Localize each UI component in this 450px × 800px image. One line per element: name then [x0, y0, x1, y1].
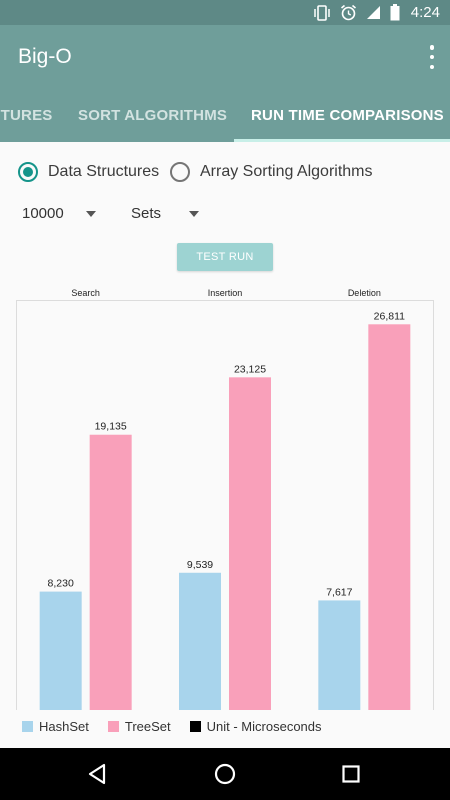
legend-label: HashSet: [39, 719, 89, 734]
test-run-button[interactable]: TEST RUN: [177, 243, 273, 271]
navigation-bar: [0, 748, 450, 800]
legend-item-unit: Unit - Microseconds: [189, 719, 322, 734]
radio-unchecked-icon[interactable]: [170, 162, 190, 182]
chart-frame: [16, 300, 434, 710]
bar-value-label: 19,135: [95, 421, 127, 433]
legend-label: TreeSet: [124, 719, 171, 734]
tab-structures[interactable]: STRUCTURES: [0, 107, 53, 124]
back-icon[interactable]: [84, 760, 112, 788]
tab-run-time-comparisons[interactable]: RUN TIME COMPARISONS: [251, 107, 444, 124]
alarm-icon: [340, 4, 356, 21]
legend-item-treeset: TreeSet: [107, 719, 171, 734]
battery-icon: [390, 4, 400, 21]
bar-hashset-search: [39, 591, 82, 710]
overflow-menu-icon[interactable]: [428, 45, 436, 69]
runtime-chart: Search 8,230 19,135 Insertion 9,539 23,125 Del…: [0, 287, 450, 717]
status-bar: 4:24: [0, 0, 450, 25]
legend-item-hashset: HashSet: [22, 719, 89, 734]
type-dropdown[interactable]: Sets: [131, 205, 199, 222]
chart-legend: HashSet TreeSet Unit - Microseconds: [22, 719, 341, 734]
size-dropdown-value: 10000: [22, 205, 64, 222]
bar-value-label: 8,230: [48, 578, 74, 590]
bar-hashset-deletion: [318, 600, 361, 710]
bar-value-label: 9,539: [187, 559, 213, 571]
tab-indicator: [234, 139, 450, 142]
bar-treeset-deletion: [368, 324, 411, 710]
status-icons: 4:24: [313, 0, 440, 25]
legend-swatch: [107, 721, 119, 732]
radio-label: Data Structures: [48, 163, 160, 180]
category-label: Insertion: [208, 288, 243, 298]
vibrate-icon: [314, 4, 330, 21]
bar-value-label: 7,617: [326, 586, 352, 598]
radio-checked-icon[interactable]: [18, 162, 38, 182]
tab-bar: STRUCTURES SORT ALGORITHMS RUN TIME COMP…: [0, 90, 450, 142]
chevron-down-icon: [86, 210, 96, 217]
radio-array-sorting[interactable]: Array Sorting Algorithms: [170, 162, 373, 182]
category-label: Deletion: [348, 288, 381, 298]
category-label: Search: [71, 288, 100, 298]
status-time: 4:24: [410, 4, 440, 21]
legend-swatch: [22, 721, 33, 732]
main-content: Data Structures Array Sorting Algorithms…: [0, 142, 450, 748]
chevron-down-icon: [189, 210, 199, 217]
app-bar: Big-O: [0, 25, 450, 90]
radio-label: Array Sorting Algorithms: [200, 163, 373, 180]
recents-icon[interactable]: [337, 760, 365, 788]
size-dropdown[interactable]: 10000: [22, 205, 96, 222]
tab-sort-algorithms[interactable]: SORT ALGORITHMS: [78, 107, 228, 124]
type-dropdown-value: Sets: [131, 205, 162, 222]
home-icon[interactable]: [211, 760, 239, 788]
bar-treeset-insertion: [229, 377, 271, 710]
radio-data-structures[interactable]: Data Structures: [18, 162, 159, 182]
bar-value-label: 23,125: [234, 363, 266, 375]
signal-icon: [366, 6, 380, 19]
app-title: Big-O: [18, 45, 72, 68]
bar-treeset-search: [89, 434, 132, 710]
chart-svg: Search 8,230 19,135 Insertion 9,539 23,125 Del…: [16, 288, 434, 710]
legend-label: Unit - Microseconds: [206, 719, 322, 734]
bar-hashset-insertion: [179, 572, 221, 710]
legend-swatch: [189, 721, 201, 732]
bar-value-label: 26,811: [374, 310, 405, 322]
